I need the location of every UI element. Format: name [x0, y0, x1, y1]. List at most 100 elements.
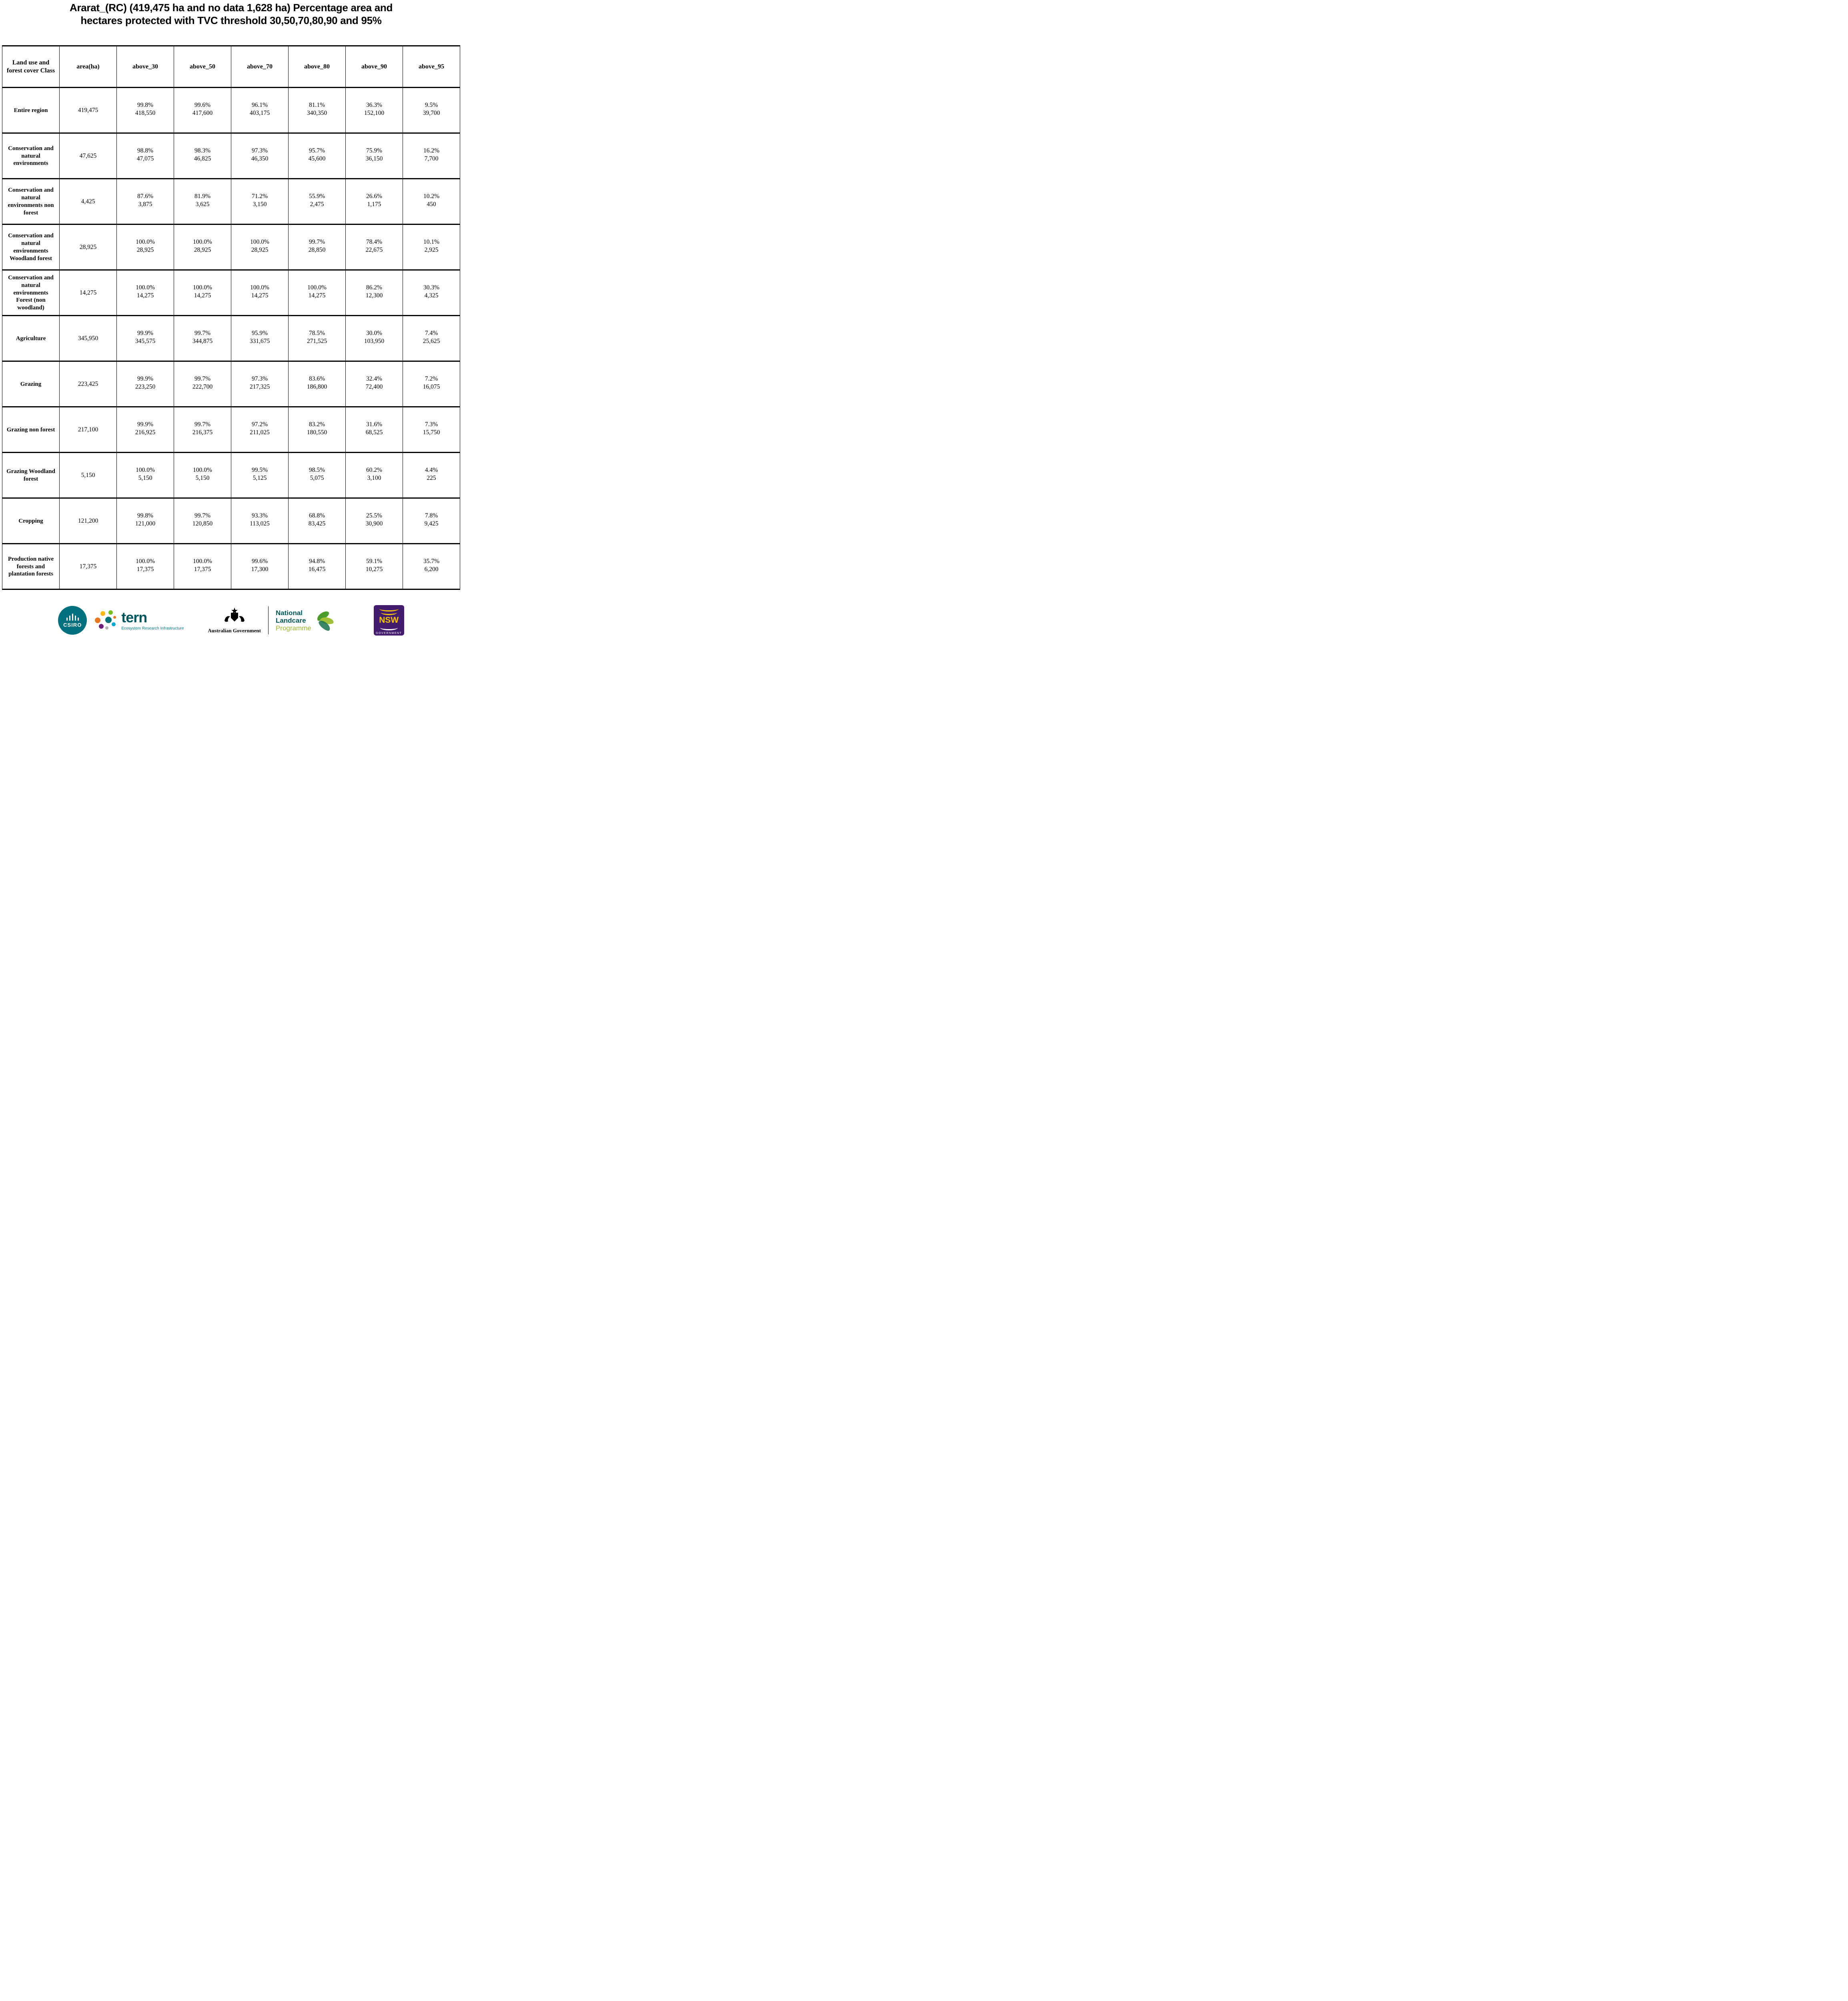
- threshold-cell: 32.4% 72,400: [345, 361, 403, 408]
- percent-value: 7.3%: [425, 421, 438, 428]
- threshold-cell: 59.1% 10,275: [345, 543, 403, 590]
- threshold-cell: 75.9% 36,150: [345, 133, 403, 180]
- hectares-value: 3,150: [253, 201, 267, 208]
- australian-government-crest-icon: [224, 607, 245, 622]
- percent-value: 98.3%: [194, 147, 211, 154]
- percent-value: 99.7%: [194, 375, 211, 382]
- hectares-value: 2,925: [424, 246, 439, 253]
- tern-tagline: Ecosystem Research Infrastructure: [121, 626, 184, 631]
- hectares-value: 16,475: [308, 565, 326, 573]
- page-title-line1: Ararat_(RC) (419,475 ha and no data 1,62…: [69, 2, 393, 14]
- threshold-cell: 100.0% 5,150: [116, 452, 174, 499]
- hectares-value: 17,300: [251, 565, 269, 573]
- threshold-cell: 99.9% 345,575: [116, 315, 174, 362]
- percent-value: 99.9%: [137, 421, 154, 428]
- hectares-value: 10,275: [365, 565, 383, 573]
- threshold-cell: 30.0% 103,950: [345, 315, 403, 362]
- hectares-value: 1,175: [367, 201, 381, 208]
- row-label: Agriculture: [2, 315, 60, 362]
- percent-value: 100.0%: [250, 238, 269, 245]
- hectares-value: 271,525: [307, 337, 327, 345]
- percent-value: 99.5%: [251, 466, 268, 473]
- threshold-cell: 55.9% 2,475: [288, 178, 346, 225]
- percent-value: 100.0%: [136, 557, 155, 565]
- threshold-cell: 97.2% 211,025: [231, 407, 289, 453]
- threshold-cell: 81.9% 3,625: [174, 178, 231, 225]
- hectares-value: 340,350: [307, 109, 327, 116]
- threshold-cell: 83.6% 186,800: [288, 361, 346, 408]
- table-row: Conservation and natural environments no…: [2, 178, 460, 225]
- percent-value: 99.9%: [137, 375, 154, 382]
- page-title: Ararat_(RC) (419,475 ha and no data 1,62…: [0, 0, 462, 27]
- csiro-waves-icon: [66, 613, 80, 621]
- hectares-value: 103,950: [364, 337, 385, 345]
- threshold-cell: 99.8% 418,550: [116, 87, 174, 134]
- threshold-cell: 99.7% 344,875: [174, 315, 231, 362]
- percent-value: 99.6%: [251, 557, 268, 565]
- table-row: Conservation and natural environments Fo…: [2, 270, 460, 317]
- threshold-cell: 99.9% 216,925: [116, 407, 174, 453]
- report-page: Ararat_(RC) (419,475 ha and no data 1,62…: [0, 0, 462, 636]
- column-header-area(ha): area(ha): [59, 45, 117, 88]
- threshold-cell: 7.3% 15,750: [403, 407, 460, 453]
- percent-value: 93.3%: [251, 512, 268, 519]
- hectares-value: 28,925: [136, 246, 154, 253]
- table-row: Production native forests and plantation…: [2, 543, 460, 590]
- threshold-cell: 94.8% 16,475: [288, 543, 346, 590]
- threshold-cell: 87.6% 3,875: [116, 178, 174, 225]
- hectares-value: 216,375: [192, 429, 213, 436]
- hectares-value: 9,425: [424, 520, 439, 527]
- percent-value: 100.0%: [250, 284, 269, 291]
- hectares-value: 345,575: [135, 337, 156, 345]
- national-landcare-logo: National Landcare Programme: [275, 609, 338, 633]
- nsw-label: NSW: [379, 615, 399, 625]
- percent-value: 68.8%: [309, 512, 325, 519]
- threshold-cell: 86.2% 12,300: [345, 270, 403, 317]
- hectares-value: 28,850: [308, 246, 326, 253]
- threshold-cell: 95.7% 45,600: [288, 133, 346, 180]
- hectares-value: 14,275: [251, 292, 269, 299]
- threshold-cell: 99.7% 222,700: [174, 361, 231, 408]
- landcare-line1: National: [275, 609, 303, 617]
- area-value: 223,425: [59, 361, 117, 408]
- hectares-value: 3,100: [367, 474, 381, 481]
- hectares-value: 417,600: [192, 109, 213, 116]
- logo-divider: [268, 606, 269, 635]
- row-label: Conservation and natural environments Wo…: [2, 224, 60, 271]
- threshold-cell: 95.9% 331,675: [231, 315, 289, 362]
- threshold-cell: 10.1% 2,925: [403, 224, 460, 271]
- percent-value: 60.2%: [366, 466, 383, 473]
- table-row: Cropping 121,200 99.8% 121,000 99.7% 120,850 9…: [2, 498, 460, 545]
- threshold-cell: 71.2% 3,150: [231, 178, 289, 225]
- percent-value: 36.3%: [366, 101, 383, 108]
- tvc-threshold-table: Land use and forest cover Class area(ha) a…: [2, 45, 460, 590]
- column-header-class: Land use and forest cover Class: [2, 45, 60, 88]
- threshold-cell: 36.3% 152,100: [345, 87, 403, 134]
- hectares-value: 217,325: [249, 383, 270, 390]
- hectares-value: 14,275: [194, 292, 211, 299]
- percent-value: 83.2%: [309, 421, 325, 428]
- percent-value: 99.7%: [309, 238, 325, 245]
- row-label: Conservation and natural environments: [2, 133, 60, 180]
- threshold-cell: 100.0% 14,275: [288, 270, 346, 317]
- hectares-value: 22,675: [365, 246, 383, 253]
- area-value: 419,475: [59, 87, 117, 134]
- area-value: 14,275: [59, 270, 117, 317]
- percent-value: 9.5%: [425, 101, 438, 108]
- hectares-value: 28,925: [251, 246, 269, 253]
- threshold-cell: 60.2% 3,100: [345, 452, 403, 499]
- column-header-above_30: above_30: [116, 45, 174, 88]
- percent-value: 16.2%: [423, 147, 440, 154]
- table-row: Grazing non forest 217,100 99.9% 216,925 99.…: [2, 407, 460, 453]
- hectares-value: 39,700: [423, 109, 440, 116]
- tern-wordmark: tern: [121, 609, 147, 626]
- threshold-cell: 97.3% 46,350: [231, 133, 289, 180]
- hectares-value: 211,025: [250, 429, 270, 436]
- threshold-cell: 78.4% 22,675: [345, 224, 403, 271]
- threshold-cell: 100.0% 28,925: [174, 224, 231, 271]
- percent-value: 86.2%: [366, 284, 383, 291]
- hectares-value: 17,375: [194, 565, 211, 573]
- hectares-value: 418,550: [135, 109, 156, 116]
- hectares-value: 4,325: [424, 292, 439, 299]
- percent-value: 99.7%: [194, 421, 211, 428]
